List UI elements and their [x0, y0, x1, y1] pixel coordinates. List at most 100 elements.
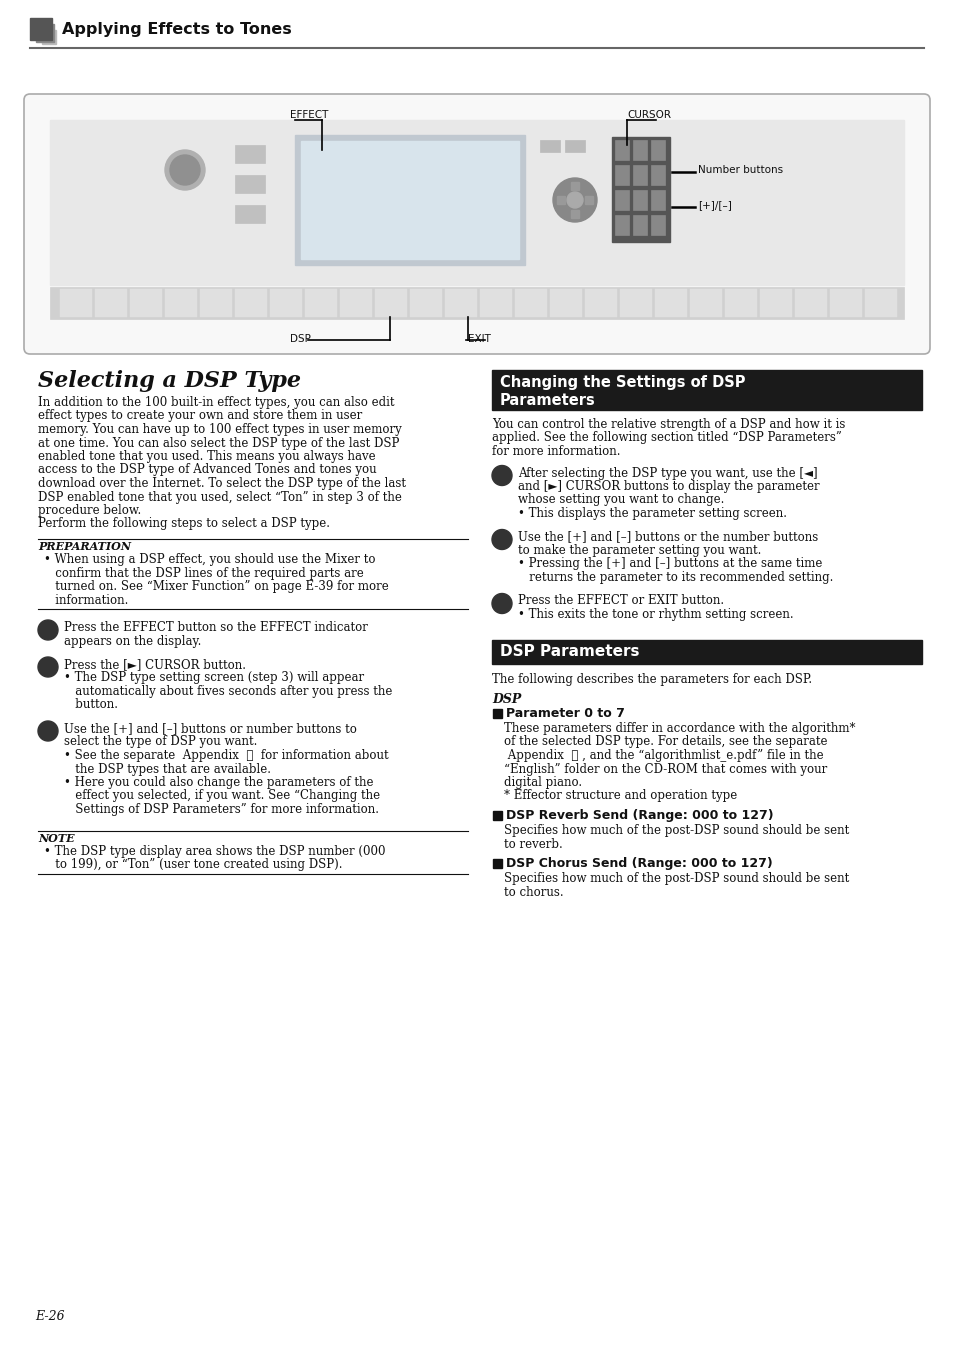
Bar	[60, 288, 91, 317]
Circle shape	[38, 656, 58, 677]
Bar	[270, 288, 302, 317]
Text: to reverb.: to reverb.	[503, 837, 562, 851]
Text: • The DSP type setting screen (step 3) will appear: • The DSP type setting screen (step 3) w…	[64, 671, 364, 685]
Text: • This displays the parameter setting screen.: • This displays the parameter setting sc…	[517, 507, 786, 520]
Text: Parameters: Parameters	[499, 394, 595, 408]
Text: Parameter 0 to 7: Parameter 0 to 7	[505, 706, 624, 720]
Text: to 199), or “Ton” (user tone created using DSP).: to 199), or “Ton” (user tone created usi…	[44, 857, 342, 871]
Text: to make the parameter setting you want.: to make the parameter setting you want.	[517, 545, 760, 557]
Bar	[557, 195, 564, 204]
Circle shape	[38, 721, 58, 741]
Text: Number buttons: Number buttons	[698, 164, 782, 175]
Text: applied. See the following section titled “DSP Parameters”: applied. See the following section title…	[492, 431, 841, 445]
Text: download over the Internet. To select the DSP type of the last: download over the Internet. To select th…	[38, 477, 406, 491]
Bar	[444, 288, 476, 317]
Bar	[200, 288, 232, 317]
Text: E-26: E-26	[35, 1310, 65, 1322]
Bar	[650, 164, 664, 185]
Text: effect types to create your own and store them in user: effect types to create your own and stor…	[38, 410, 362, 422]
Bar	[36, 24, 54, 42]
Bar	[95, 288, 127, 317]
Bar	[375, 288, 407, 317]
Bar	[550, 288, 581, 317]
Bar	[493, 811, 501, 820]
FancyBboxPatch shape	[24, 94, 929, 355]
Bar	[564, 140, 584, 152]
Bar	[234, 288, 267, 317]
Text: EXIT: EXIT	[468, 334, 491, 344]
Bar	[584, 195, 593, 204]
Bar	[829, 288, 862, 317]
Text: • This exits the tone or rhythm setting screen.: • This exits the tone or rhythm setting …	[517, 608, 793, 621]
Text: DSP Parameters: DSP Parameters	[499, 643, 639, 659]
Text: for more information.: for more information.	[492, 445, 619, 458]
Bar	[305, 288, 336, 317]
Text: In addition to the 100 built-in effect types, you can also edit: In addition to the 100 built-in effect t…	[38, 396, 395, 408]
Bar	[234, 175, 265, 193]
Bar	[633, 214, 646, 235]
Text: memory. You can have up to 100 effect types in user memory: memory. You can have up to 100 effect ty…	[38, 423, 401, 435]
Text: Settings of DSP Parameters” for more information.: Settings of DSP Parameters” for more inf…	[64, 803, 378, 816]
Bar	[234, 146, 265, 163]
Text: to chorus.: to chorus.	[503, 886, 563, 899]
Circle shape	[566, 191, 582, 208]
Text: 3: 3	[497, 597, 506, 611]
Text: DSP Reverb Send (Range: 000 to 127): DSP Reverb Send (Range: 000 to 127)	[505, 809, 773, 822]
Bar	[615, 190, 628, 210]
Text: 1: 1	[497, 469, 506, 483]
Text: * Effector structure and operation type: * Effector structure and operation type	[503, 790, 737, 802]
Bar	[234, 205, 265, 222]
Bar	[479, 288, 512, 317]
Bar	[571, 210, 578, 218]
Bar	[165, 288, 196, 317]
Text: Press the EFFECT or EXIT button.: Press the EFFECT or EXIT button.	[517, 594, 723, 608]
Text: automatically about fives seconds after you press the: automatically about fives seconds after …	[64, 685, 392, 698]
Bar	[301, 142, 518, 259]
Bar	[724, 288, 757, 317]
Text: EFFECT: EFFECT	[290, 111, 328, 120]
Text: [+]/[–]: [+]/[–]	[698, 200, 731, 210]
Text: appears on the display.: appears on the display.	[64, 635, 201, 647]
Bar	[571, 182, 578, 190]
Text: • The DSP type display area shows the DSP number (000: • The DSP type display area shows the DS…	[44, 844, 385, 857]
Bar	[130, 288, 162, 317]
Text: 2: 2	[44, 661, 52, 674]
Text: of the selected DSP type. For details, see the separate: of the selected DSP type. For details, s…	[503, 736, 826, 748]
Circle shape	[553, 178, 597, 222]
Text: at one time. You can also select the DSP type of the last DSP: at one time. You can also select the DSP…	[38, 437, 399, 449]
Text: effect you selected, if you want. See “Changing the: effect you selected, if you want. See “C…	[64, 790, 379, 802]
Text: Selecting a DSP Type: Selecting a DSP Type	[38, 369, 301, 392]
Bar	[410, 288, 441, 317]
Text: After selecting the DSP type you want, use the [◄]: After selecting the DSP type you want, u…	[517, 466, 817, 480]
Text: 1: 1	[44, 624, 52, 636]
Text: • Here you could also change the parameters of the: • Here you could also change the paramet…	[64, 776, 374, 789]
Bar	[633, 190, 646, 210]
Circle shape	[492, 593, 512, 613]
Circle shape	[170, 155, 200, 185]
Circle shape	[492, 465, 512, 485]
Text: DSP: DSP	[492, 693, 520, 706]
Text: Specifies how much of the post-DSP sound should be sent: Specifies how much of the post-DSP sound…	[503, 824, 848, 837]
Bar	[650, 140, 664, 160]
Bar	[584, 288, 617, 317]
Bar	[492, 369, 921, 410]
Text: You can control the relative strength of a DSP and how it is: You can control the relative strength of…	[492, 418, 844, 431]
Bar	[619, 288, 651, 317]
Text: Applying Effects to Tones: Applying Effects to Tones	[62, 22, 292, 36]
Text: Use the [+] and [–] buttons or the number buttons: Use the [+] and [–] buttons or the numbe…	[517, 531, 818, 543]
Text: Press the [►] CURSOR button.: Press the [►] CURSOR button.	[64, 658, 246, 671]
Text: turned on. See “Mixer Function” on page E-39 for more: turned on. See “Mixer Function” on page …	[44, 580, 388, 593]
Text: Specifies how much of the post-DSP sound should be sent: Specifies how much of the post-DSP sound…	[503, 872, 848, 886]
Text: DSP enabled tone that you used, select “Ton” in step 3 of the: DSP enabled tone that you used, select “…	[38, 491, 401, 504]
Text: Press the EFFECT button so the EFFECT indicator: Press the EFFECT button so the EFFECT in…	[64, 621, 368, 634]
Text: • Pressing the [+] and [–] buttons at the same time: • Pressing the [+] and [–] buttons at th…	[517, 558, 821, 570]
Text: 2: 2	[497, 532, 506, 546]
Bar	[655, 288, 686, 317]
Text: confirm that the DSP lines of the required parts are: confirm that the DSP lines of the requir…	[44, 566, 363, 580]
Text: CURSOR: CURSOR	[626, 111, 670, 120]
Text: Use the [+] and [–] buttons or number buttons to: Use the [+] and [–] buttons or number bu…	[64, 723, 356, 735]
Text: the DSP types that are available.: the DSP types that are available.	[64, 763, 271, 775]
Bar	[650, 214, 664, 235]
Bar	[633, 140, 646, 160]
Bar	[689, 288, 721, 317]
